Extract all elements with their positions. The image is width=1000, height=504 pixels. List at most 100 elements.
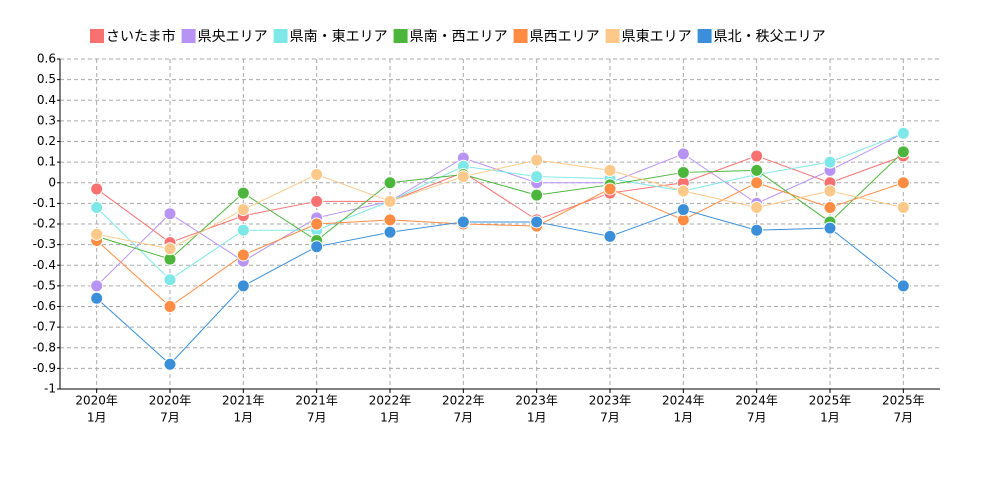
- x-tick-label: 2021年: [222, 394, 265, 408]
- point: [750, 149, 764, 163]
- point: [896, 126, 910, 140]
- point: [310, 217, 324, 231]
- legend-swatch: [181, 29, 196, 43]
- y-tick-label: -0.8: [33, 340, 56, 354]
- point: [236, 203, 250, 217]
- x-tick-label: 2021年: [295, 394, 338, 408]
- series-line: [96, 182, 904, 308]
- point: [310, 168, 324, 181]
- point: [676, 147, 690, 161]
- point: [236, 186, 250, 200]
- series-line: [96, 132, 904, 287]
- point: [163, 300, 177, 313]
- series-line: [96, 151, 904, 260]
- point: [383, 213, 397, 227]
- point: [530, 215, 544, 229]
- x-tick-label: 2023年: [515, 394, 558, 408]
- point: [530, 188, 544, 202]
- point: [383, 225, 397, 239]
- point: [750, 223, 764, 237]
- point: [310, 194, 324, 208]
- x-tick-label: 1月: [820, 411, 840, 425]
- point: [823, 155, 837, 169]
- x-tick-label: 2022年: [369, 394, 412, 408]
- point: [896, 145, 910, 159]
- x-tick-label: 7月: [894, 411, 914, 425]
- y-tick-label: 0.6: [37, 52, 56, 66]
- point: [750, 201, 764, 214]
- point: [236, 279, 250, 293]
- series-line: [96, 155, 904, 244]
- legend-swatch: [605, 29, 620, 43]
- x-tick-label: 2025年: [809, 394, 852, 408]
- point: [456, 215, 470, 229]
- point: [750, 163, 764, 177]
- point: [603, 229, 617, 243]
- x-tick-label: 1月: [674, 411, 694, 425]
- point: [383, 176, 397, 190]
- x-tick-label: 1月: [87, 411, 107, 425]
- legend-label: 県央エリア: [198, 29, 268, 45]
- x-tick-label: 7月: [160, 411, 180, 425]
- x-tick-label: 7月: [307, 411, 327, 425]
- legend-label: 県西エリア: [530, 29, 600, 45]
- y-tick-label: -0.7: [33, 320, 56, 334]
- x-tick-label: 2022年: [442, 394, 485, 408]
- point: [90, 279, 104, 293]
- point: [823, 221, 837, 235]
- point: [163, 357, 177, 371]
- x-tick-label: 2020年: [75, 394, 118, 408]
- x-tick-label: 7月: [747, 411, 767, 425]
- x-tick-label: 2023年: [589, 394, 632, 408]
- point: [603, 182, 617, 196]
- y-tick-label: -0.4: [33, 258, 56, 272]
- legend-label: さいたま市: [106, 28, 176, 45]
- point: [896, 176, 910, 190]
- legend-swatch: [273, 29, 288, 43]
- point: [676, 165, 690, 179]
- point: [90, 291, 104, 305]
- point: [310, 240, 324, 254]
- point: [750, 176, 764, 190]
- legend-label: 県南・西エリア: [410, 29, 508, 45]
- x-tick-label: 7月: [454, 411, 474, 425]
- x-tick-label: 2020年: [149, 394, 192, 408]
- legend-label: 県北・秩父エリア: [714, 29, 826, 45]
- y-tick-label: -0.2: [33, 217, 56, 231]
- x-tick-label: 1月: [380, 411, 400, 425]
- legend-swatch: [697, 29, 712, 43]
- point: [383, 194, 397, 208]
- series-line: [96, 209, 904, 365]
- series-line: [96, 159, 904, 250]
- point: [896, 279, 910, 293]
- x-tick-label: 2025年: [882, 394, 925, 408]
- point: [676, 203, 690, 217]
- point: [676, 184, 690, 198]
- y-tick-label: 0.3: [37, 113, 56, 127]
- point: [823, 184, 837, 198]
- y-tick-label: -0.1: [33, 196, 56, 210]
- y-tick-label: -0.6: [33, 299, 56, 313]
- legend-swatch: [90, 29, 104, 43]
- y-tick-label: 0: [48, 175, 56, 189]
- x-tick-label: 2024年: [735, 394, 778, 408]
- y-tick-label: -0.3: [33, 237, 56, 251]
- point: [236, 248, 250, 262]
- point: [90, 201, 104, 214]
- x-tick-label: 1月: [527, 411, 547, 425]
- point: [163, 273, 177, 287]
- legend-label: 県南・東エリア: [290, 29, 388, 45]
- point: [90, 182, 104, 196]
- point: [530, 153, 544, 167]
- y-tick-label: 0.2: [37, 134, 56, 148]
- point: [896, 201, 910, 214]
- point: [823, 201, 837, 214]
- legend-swatch: [513, 29, 528, 43]
- x-tick-label: 2024年: [662, 394, 705, 408]
- y-tick-label: -0.9: [33, 361, 56, 375]
- point: [456, 170, 470, 184]
- y-tick-label: -0.5: [33, 278, 56, 292]
- legend-label: 県東エリア: [622, 29, 692, 45]
- y-tick-label: 0.1: [37, 155, 56, 169]
